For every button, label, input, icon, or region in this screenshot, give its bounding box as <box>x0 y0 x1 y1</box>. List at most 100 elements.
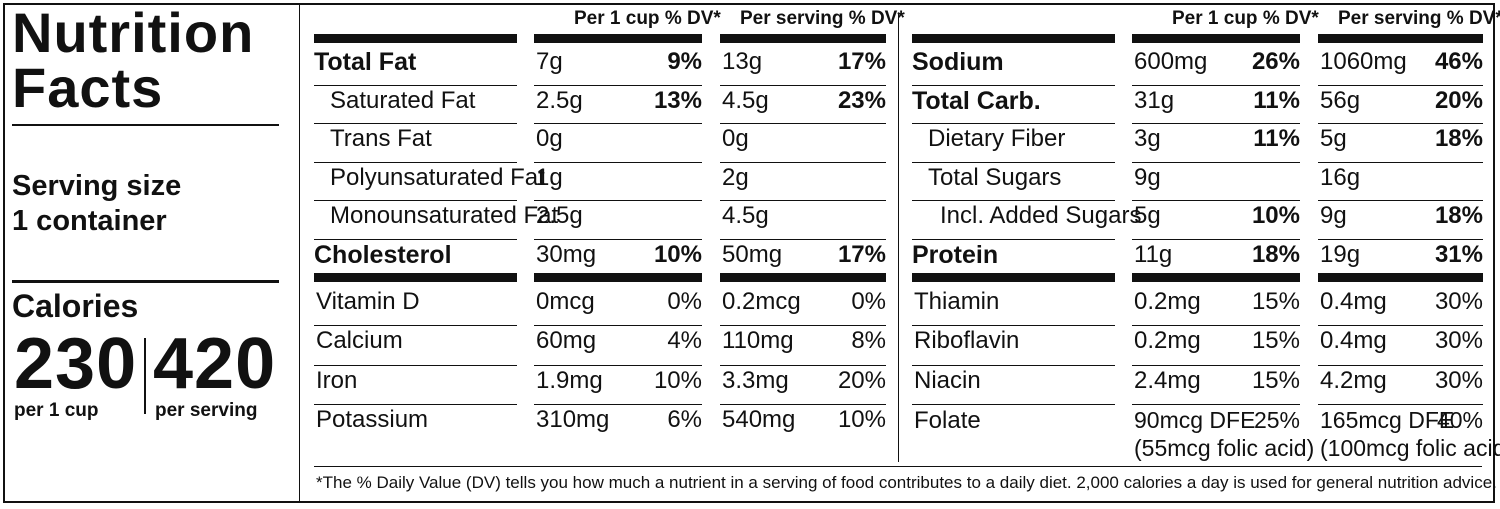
dv-per-cup: 15% <box>1251 288 1300 315</box>
amount-per-serving: 16g <box>1320 163 1361 191</box>
amount-per-cup: 0.2mg <box>1134 288 1201 315</box>
row-rule <box>314 364 517 366</box>
dv-per-cup: 11% <box>1253 125 1300 153</box>
amount-per-cup: 0.2mg <box>1134 327 1201 355</box>
dv-per-serving: 23% <box>837 86 886 114</box>
amount-per-serving: 19g <box>1320 241 1361 268</box>
vitamin-name: Niacin <box>914 366 981 394</box>
header-bar-serving <box>1318 34 1483 43</box>
row-rule <box>1318 325 1483 327</box>
calories-label: Calories <box>12 288 139 324</box>
header-bar-name <box>314 34 517 43</box>
nutrient-name: Saturated Fat <box>330 86 476 114</box>
row-rule <box>912 161 1115 163</box>
row-rule <box>314 325 517 327</box>
dv-per-cup: 15% <box>1251 366 1300 394</box>
dv-per-serving: 46% <box>1434 48 1483 75</box>
section-bar-serving <box>1318 273 1483 282</box>
amount-per-cup: 9g <box>1134 163 1161 191</box>
amount-per-cup: 2.5g <box>536 86 583 114</box>
vitamin-name: Folate <box>914 407 981 435</box>
amount-per-serving: 5g <box>1320 125 1347 153</box>
amount-per-serving: 110mg <box>722 327 794 355</box>
dv-per-serving: 10% <box>837 406 886 434</box>
amount-per-cup: 0g <box>536 125 563 153</box>
row-rule <box>1132 161 1300 163</box>
section-bar-serving <box>720 273 886 282</box>
amount-per-serving: 3.3mg <box>722 366 789 394</box>
nutrition-label <box>3 3 1495 503</box>
serving-divider <box>12 280 279 283</box>
center-divider <box>898 14 899 462</box>
amount-per-cup: 0mcg <box>536 288 595 315</box>
dv-per-cup: 10% <box>1251 202 1300 230</box>
amount-per-cup: 30mg <box>536 241 597 268</box>
folic-acid-note-serving: (100mcg folic acid) <box>1320 435 1500 462</box>
row-rule <box>1318 364 1483 366</box>
amount-per-cup: 2.4mg <box>1134 366 1201 394</box>
row-rule <box>912 404 1115 406</box>
section-bar-name <box>912 273 1115 282</box>
amount-per-serving: 0.4mg <box>1320 288 1387 315</box>
row-rule <box>534 161 702 163</box>
row-rule <box>534 325 702 327</box>
dv-per-serving: 20% <box>837 366 886 394</box>
row-rule <box>314 404 517 406</box>
folic-acid-note-cup: (55mcg folic acid) <box>1134 435 1315 462</box>
row-rule <box>1318 404 1483 406</box>
section-bar-name <box>314 273 517 282</box>
dv-per-cup: 10% <box>653 241 702 268</box>
title-divider <box>12 124 279 126</box>
row-rule <box>314 84 517 86</box>
row-rule <box>1132 364 1300 366</box>
calories-per-cup-label: per 1 cup <box>14 400 99 421</box>
title-line-1: Nutrition <box>12 1 255 64</box>
dv-per-serving: 30% <box>1434 288 1483 315</box>
nutrient-name: Total Sugars <box>928 163 1062 191</box>
calories-divider <box>144 338 146 414</box>
row-rule <box>1132 404 1300 406</box>
amount-per-cup: 31g <box>1134 86 1175 114</box>
nutrient-name: Dietary Fiber <box>928 125 1066 153</box>
amount-per-serving: 0.4mg <box>1320 327 1387 355</box>
amount-per-serving: 9g <box>1320 202 1347 230</box>
amount-per-serving: 4.5g <box>722 202 769 230</box>
dv-per-cup: 11% <box>1253 86 1300 114</box>
row-rule <box>1132 239 1300 240</box>
row-rule <box>912 123 1115 125</box>
vitamin-name: Thiamin <box>914 288 1000 315</box>
row-rule <box>720 239 886 240</box>
amount-per-cup: 60mg <box>536 327 597 355</box>
calories-per-serving-label: per serving <box>155 400 258 421</box>
dv-per-serving: 30% <box>1434 327 1483 355</box>
calories-per-serving-value: 420 <box>153 324 277 404</box>
amount-per-cup: 90mcg DFE <box>1134 407 1256 434</box>
nutrient-name: Monounsaturated Fat <box>330 202 559 230</box>
dv-per-serving: 31% <box>1434 241 1483 268</box>
dv-per-cup: 15% <box>1251 327 1300 355</box>
amount-per-cup: 1.9mg <box>536 366 603 394</box>
section-bar-cup <box>1132 273 1300 282</box>
nutrient-name: Trans Fat <box>330 125 432 153</box>
row-rule <box>314 161 517 163</box>
row-rule <box>912 200 1115 202</box>
header-per-serving: Per serving % DV* <box>1338 8 1500 29</box>
amount-per-cup: 2.5g <box>536 202 583 230</box>
row-rule <box>1132 123 1300 125</box>
row-rule <box>534 123 702 125</box>
title-line-2: Facts <box>12 56 164 119</box>
dv-per-serving: 30% <box>1434 366 1483 394</box>
row-rule <box>534 84 702 86</box>
section-bar-cup <box>534 273 702 282</box>
nutrient-name: Polyunsaturated Fat <box>330 163 545 191</box>
amount-per-cup: 5g <box>1134 202 1161 230</box>
amount-per-serving: 13g <box>722 48 763 75</box>
row-rule <box>720 200 886 202</box>
dv-per-cup: 10% <box>653 366 702 394</box>
dv-per-cup: 13% <box>653 86 702 114</box>
header-per-serving: Per serving % DV* <box>740 8 905 29</box>
nutrient-name: Protein <box>912 241 999 269</box>
dv-per-cup: 6% <box>667 406 702 434</box>
dv-per-serving: 18% <box>1434 125 1483 153</box>
row-rule <box>720 161 886 163</box>
